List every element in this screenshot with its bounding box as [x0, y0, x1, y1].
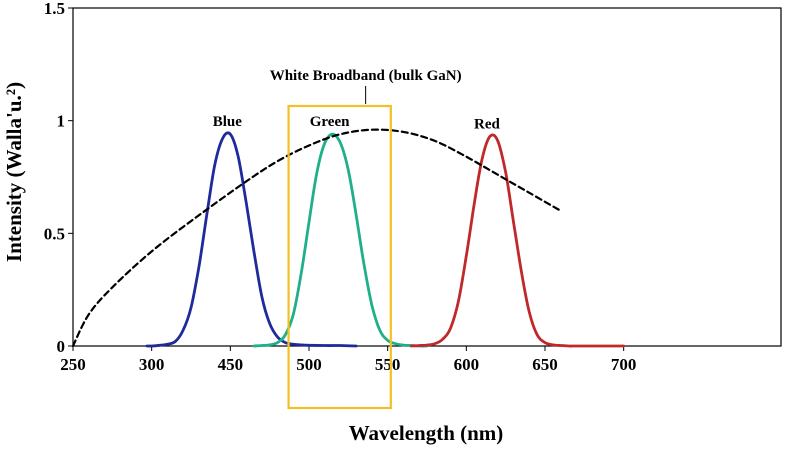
x-tick-label: 700 — [611, 355, 637, 374]
series-labels: Blue Green Red White Broadband (bulk GaN) — [213, 68, 501, 132]
series-label: Red — [474, 116, 500, 132]
x-tick-label: 300 — [139, 355, 165, 374]
y-tick-label: 1 — [57, 112, 66, 131]
y-axis-title: Intensity (Walla'u.²) — [2, 82, 26, 262]
series-line-white-broadband-bulk-gan — [71, 128, 562, 348]
axis-ticks: 250 300 450 500 550 600 650 700 0 0.5 1 1.5 — [44, 0, 637, 374]
series-line-red — [409, 133, 626, 348]
series-label: Green — [310, 114, 350, 130]
x-axis-title: Wavelength (nm) — [349, 421, 504, 445]
highlight-box — [287, 104, 392, 410]
x-tick-label: 600 — [454, 355, 480, 374]
y-tick-label: 1.5 — [44, 0, 65, 18]
x-tick-label: 450 — [218, 355, 244, 374]
x-tick-label: 250 — [60, 355, 86, 374]
series-line-green — [252, 132, 429, 348]
series-line-blue — [145, 131, 358, 348]
annotation-label: White Broadband (bulk GaN) — [270, 68, 462, 84]
y-tick-label: 0 — [57, 337, 66, 356]
x-tick-label: 650 — [532, 355, 558, 374]
highlight-box-layer — [287, 104, 392, 410]
y-tick-label: 0.5 — [44, 224, 65, 243]
series-lines — [71, 128, 626, 348]
x-tick-label: 500 — [296, 355, 322, 374]
x-tick-label: 550 — [375, 355, 401, 374]
series-label: Blue — [213, 114, 243, 130]
